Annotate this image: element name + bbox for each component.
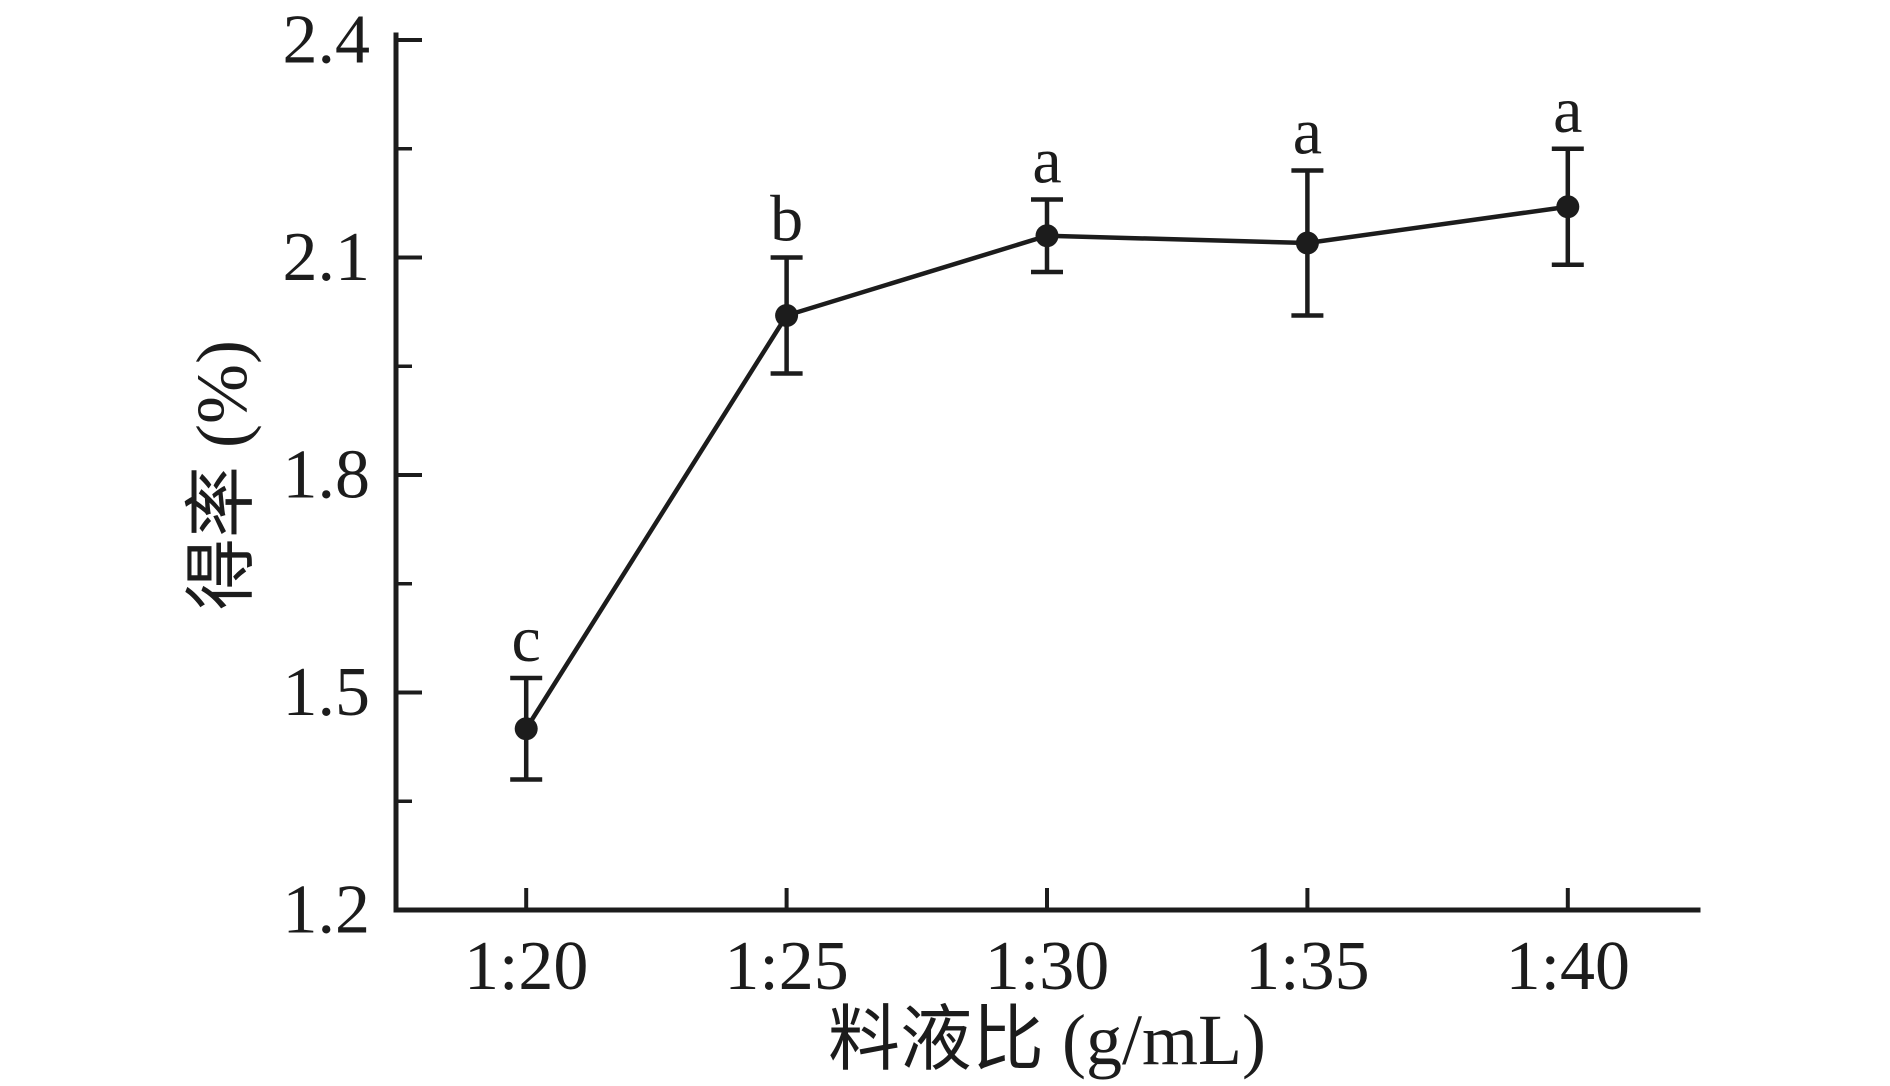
data-series <box>510 146 1584 782</box>
tick-labels: 1.2 1.5 1.8 2.1 2.4 1:20 1:25 1:30 1:35 1:40 <box>283 2 1631 1005</box>
axis-ticks <box>396 38 1570 912</box>
data-point <box>1035 224 1059 248</box>
x-tick-label: 1:25 <box>724 928 848 1005</box>
significance-letter: a <box>1032 125 1061 198</box>
y-tick-label: 2.1 <box>283 219 371 296</box>
data-point <box>514 717 538 741</box>
data-point <box>1295 231 1319 255</box>
y-tick-label: 1.8 <box>283 437 371 514</box>
y-tick-label: 2.4 <box>283 2 371 79</box>
data-point <box>775 304 799 327</box>
y-axis-title: 得率 (%) <box>182 340 262 610</box>
x-tick-label: 1:35 <box>1245 928 1369 1005</box>
y-tick-label: 1.5 <box>283 654 371 731</box>
axis-titles: 料液比 (g/mL) 得率 (%) <box>182 340 1266 1080</box>
significance-letter: c <box>512 603 541 676</box>
y-tick-label: 1.2 <box>283 872 371 949</box>
x-tick-label: 1:30 <box>985 928 1109 1005</box>
significance-letter: a <box>1293 96 1322 169</box>
data-line <box>524 204 1569 730</box>
x-axis-title: 料液比 (g/mL) <box>828 1000 1266 1080</box>
significance-letter: a <box>1553 74 1582 147</box>
data-point <box>1556 195 1580 219</box>
x-tick-label: 1:40 <box>1506 928 1630 1005</box>
x-tick-label: 1:20 <box>464 928 588 1005</box>
significance-letter: b <box>770 183 803 256</box>
sig-letters: c b a a a <box>512 74 1583 676</box>
